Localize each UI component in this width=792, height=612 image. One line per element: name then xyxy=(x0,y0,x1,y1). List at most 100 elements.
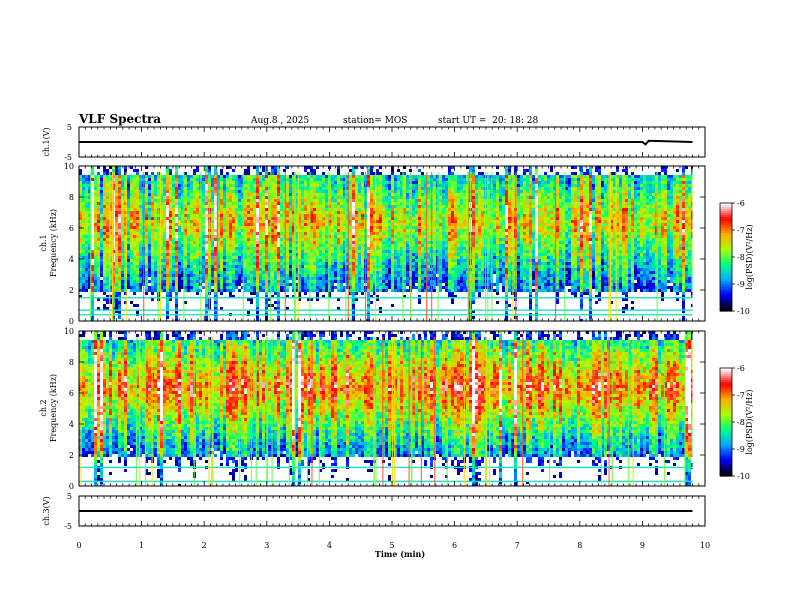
spectrogram-cell xyxy=(277,217,280,220)
spectrogram-cell xyxy=(136,217,139,220)
spectrogram-cell xyxy=(211,220,214,223)
spectrogram-cell xyxy=(310,265,313,268)
spectrogram-cell xyxy=(94,214,97,217)
spectrogram-cell xyxy=(175,199,178,202)
spectrogram-cell xyxy=(244,199,247,202)
spectrogram-cell xyxy=(340,256,343,259)
spectrogram-cell xyxy=(91,289,94,292)
spectrogram-cell xyxy=(238,181,241,184)
spectrogram-cell xyxy=(235,184,238,187)
spectrogram-cell xyxy=(295,235,298,238)
spectrogram-cell xyxy=(400,271,403,274)
spectrogram-cell xyxy=(193,289,196,292)
spectrogram-cell xyxy=(334,268,337,271)
spectrogram-cell xyxy=(127,262,130,265)
spectrogram-cell xyxy=(187,235,190,238)
spectrogram-cell xyxy=(181,271,184,274)
spectrogram-cell xyxy=(79,247,82,250)
spectrogram-cell xyxy=(247,244,250,247)
spectrogram-cell xyxy=(334,178,337,181)
spectrogram-cell xyxy=(94,208,97,211)
spectrogram-cell xyxy=(358,283,361,286)
spectrogram-cell xyxy=(241,175,244,178)
spectrogram-cell xyxy=(379,211,382,214)
spectrogram-cell xyxy=(265,202,268,205)
spectrogram-cell xyxy=(283,178,286,181)
spectrogram-cell xyxy=(214,223,217,226)
spectrogram-cell xyxy=(370,205,373,208)
spectrogram-cell xyxy=(253,202,256,205)
spectrogram-cell xyxy=(217,268,220,271)
spectrogram-cell xyxy=(121,277,124,280)
spectrogram-cell xyxy=(331,232,334,235)
spectrogram-cell xyxy=(307,187,310,190)
spectrogram-cell xyxy=(403,244,406,247)
spectrogram-cell xyxy=(403,286,406,289)
spectrogram-cell xyxy=(256,292,259,295)
spectrogram-cell xyxy=(160,181,163,184)
spectrogram-cell xyxy=(151,289,154,292)
spectrogram-cell xyxy=(145,268,148,271)
spectrogram-cell xyxy=(163,175,166,178)
spectrogram-cell xyxy=(103,184,106,187)
spectrogram-cell xyxy=(316,220,319,223)
spectrogram-cell xyxy=(385,202,388,205)
spectrogram-cell xyxy=(268,223,271,226)
spectrogram-cell xyxy=(259,253,262,256)
spectrogram-cell xyxy=(163,244,166,247)
spectrogram-cell xyxy=(271,217,274,220)
spectrogram-cell xyxy=(262,184,265,187)
spectrogram-cell xyxy=(331,235,334,238)
spectrogram-cell xyxy=(97,232,100,235)
spectrogram-cell xyxy=(79,217,82,220)
spectrogram-cell xyxy=(145,232,148,235)
spectrogram-cell xyxy=(277,202,280,205)
spectrogram-cell xyxy=(400,175,403,178)
spectrogram-cell xyxy=(163,247,166,250)
spectrogram-cell xyxy=(223,187,226,190)
spectrogram-cell xyxy=(397,217,400,220)
spectrogram-cell xyxy=(184,271,187,274)
spectrogram-cell xyxy=(283,208,286,211)
spectrogram-cell xyxy=(292,241,295,244)
date-label: Aug.8 , 2025 xyxy=(250,116,309,126)
spectrogram-cell xyxy=(307,262,310,265)
spectrogram-cell xyxy=(85,274,88,277)
spectrogram-cell xyxy=(184,277,187,280)
spectrogram-cell xyxy=(85,175,88,178)
spectrogram-cell xyxy=(178,196,181,199)
spectrogram-cell xyxy=(262,187,265,190)
spectrogram-cell xyxy=(292,247,295,250)
spectrogram-cell xyxy=(295,193,298,196)
spectrogram-cell xyxy=(361,250,364,253)
spectrogram-cell xyxy=(343,223,346,226)
spectrogram-cell xyxy=(352,262,355,265)
spectrogram-cell xyxy=(172,223,175,226)
spectrogram-cell xyxy=(388,235,391,238)
spectrogram-cell xyxy=(94,244,97,247)
spectrogram-cell xyxy=(217,250,220,253)
spectrogram-cell xyxy=(325,205,328,208)
spectrogram-cell xyxy=(379,280,382,283)
spectrogram-cell xyxy=(163,289,166,292)
spectrogram-cell xyxy=(280,271,283,274)
spectrogram-cell xyxy=(145,226,148,229)
spectrogram-cell xyxy=(289,226,292,229)
spectrogram-cell xyxy=(103,274,106,277)
spectrogram-cell xyxy=(292,274,295,277)
spectrogram-cell xyxy=(250,229,253,232)
spectrogram-cell xyxy=(244,232,247,235)
spectrogram-cell xyxy=(259,280,262,283)
spectrogram-cell xyxy=(385,205,388,208)
spectrogram-cell xyxy=(400,181,403,184)
spectrogram-cell xyxy=(247,193,250,196)
spectrogram-cell xyxy=(304,256,307,259)
spectrogram-cell xyxy=(193,247,196,250)
spectrogram-cell xyxy=(250,202,253,205)
spectrogram-cell xyxy=(256,265,259,268)
spectrogram-cell xyxy=(223,259,226,262)
spectrogram-cell xyxy=(82,265,85,268)
spectrogram-cell xyxy=(229,283,232,286)
spectrogram-cell xyxy=(298,196,301,199)
spectrogram-cell xyxy=(373,235,376,238)
